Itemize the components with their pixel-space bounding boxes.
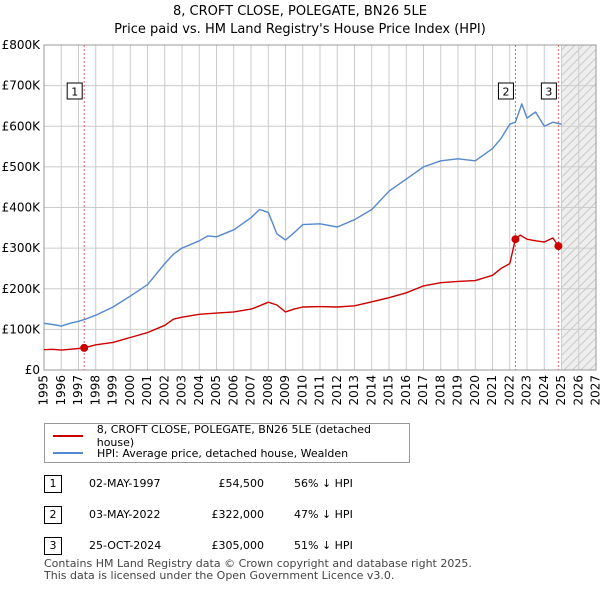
sale-number-badge: 3 [44, 537, 62, 555]
x-tick-label: 2003 [175, 375, 189, 406]
x-tick-label: 2000 [123, 375, 137, 406]
x-tick-label: 1996 [54, 375, 68, 406]
sale-point [80, 343, 89, 352]
price-chart: 1995 1996 1997 1998 1999 2000 2001 2002 2003 2004… [2, 38, 600, 406]
x-tick-label: 2011 [313, 375, 327, 406]
x-tick-label: 2009 [278, 375, 292, 406]
x-tick-label: 2014 [364, 375, 378, 406]
x-tick-label: 1999 [106, 375, 120, 406]
sale-row: 2 03-MAY-2022 £322,000 47% ↓ HPI [44, 505, 444, 525]
x-tick-label: 1995 [37, 375, 51, 406]
legend: 8, CROFT CLOSE, POLEGATE, BN26 5LE (deta… [44, 423, 410, 463]
legend-swatch-hpi [53, 452, 83, 454]
x-tick-label: 2015 [382, 375, 396, 406]
x-tick-label: 2004 [192, 375, 206, 406]
x-tick-label: 2016 [399, 375, 413, 406]
sale-date: 02-MAY-1997 [89, 477, 161, 490]
x-tick-label: 2005 [209, 375, 223, 406]
x-tick-label: 2024 [537, 375, 551, 406]
x-tick-label: 2018 [433, 375, 447, 406]
footer-copyright: Contains HM Land Registry data © Crown c… [44, 557, 472, 570]
x-tick-label: 2021 [485, 375, 499, 406]
legend-label-property: 8, CROFT CLOSE, POLEGATE, BN26 5LE (deta… [96, 423, 371, 449]
x-tick-label: 2017 [416, 375, 430, 406]
y-tick-label: £0 [25, 363, 40, 377]
chart-title: 8, CROFT CLOSE, POLEGATE, BN26 5LE [173, 4, 427, 19]
sale-number-badge: 1 [44, 475, 62, 493]
property-price-line [43, 234, 562, 351]
sale-date: 03-MAY-2022 [89, 508, 161, 521]
x-tick-label: 1998 [88, 375, 102, 406]
legend-swatch-property [53, 435, 83, 437]
sale-number-badge: 2 [44, 506, 62, 524]
sale-hpi-diff: 47% ↓ HPI [294, 508, 353, 521]
y-tick-label: £400K [2, 201, 42, 215]
sale-label-box [66, 82, 83, 100]
footer-licence: This data is licensed under the Open Gov… [44, 569, 395, 582]
sale-price: £54,500 [218, 477, 265, 490]
x-tick-label: 2019 [451, 375, 465, 406]
x-tick-label: 2002 [157, 375, 171, 406]
x-tick-label: 2010 [295, 375, 309, 406]
x-tick-label: 2006 [226, 375, 240, 406]
x-tick-label: 2001 [140, 375, 154, 406]
x-tick-label: 1997 [71, 375, 85, 406]
y-tick-label: £100K [2, 322, 42, 336]
y-tick-label: £600K [2, 119, 42, 133]
sale-price: £322,000 [211, 508, 265, 521]
sale-point [554, 242, 563, 251]
sale-price: £305,000 [211, 539, 265, 552]
sale-row: 3 25-OCT-2024 £305,000 51% ↓ HPI [44, 536, 444, 556]
x-tick-label: 2013 [347, 375, 361, 406]
sale-row: 1 02-MAY-1997 £54,500 56% ↓ HPI [44, 474, 444, 494]
plot-border [43, 44, 597, 371]
sale-point [511, 235, 520, 244]
sale-hpi-diff: 51% ↓ HPI [294, 539, 353, 552]
y-tick-label: £300K [2, 241, 42, 255]
x-tick-label: 2007 [244, 375, 258, 406]
sale-label-box [540, 82, 557, 100]
x-tick-label: 2027 [589, 375, 600, 406]
chart-subtitle: Price paid vs. HM Land Registry's House … [114, 22, 486, 37]
sale-label-text: 1 [71, 86, 78, 99]
y-tick-label: £700K [2, 79, 42, 93]
x-tick-label: 2022 [502, 375, 516, 406]
y-tick-label: £200K [2, 282, 42, 296]
sale-label-text: 2 [502, 86, 509, 99]
x-tick-label: 2023 [520, 375, 534, 406]
sale-label-box [497, 82, 514, 100]
sale-date: 25-OCT-2024 [89, 539, 162, 552]
x-tick-label: 2008 [261, 375, 275, 406]
y-tick-label: £800K [2, 38, 42, 52]
legend-item-property: 8, CROFT CLOSE, POLEGATE, BN26 5LE (deta… [53, 423, 409, 449]
footer: Contains HM Land Registry data © Crown c… [44, 558, 472, 582]
sale-label-text: 3 [545, 86, 552, 99]
hpi-line [43, 103, 562, 327]
x-tick-label: 2020 [468, 375, 482, 406]
x-tick-label: 2012 [330, 375, 344, 406]
x-tick-label: 2026 [571, 375, 585, 406]
y-tick-label: £500K [2, 160, 42, 174]
sale-hpi-diff: 56% ↓ HPI [294, 477, 353, 490]
legend-label-hpi: HPI: Average price, detached house, Weal… [97, 446, 349, 460]
x-tick-label: 2025 [554, 375, 568, 406]
legend-item-hpi: HPI: Average price, detached house, Weal… [53, 445, 348, 461]
